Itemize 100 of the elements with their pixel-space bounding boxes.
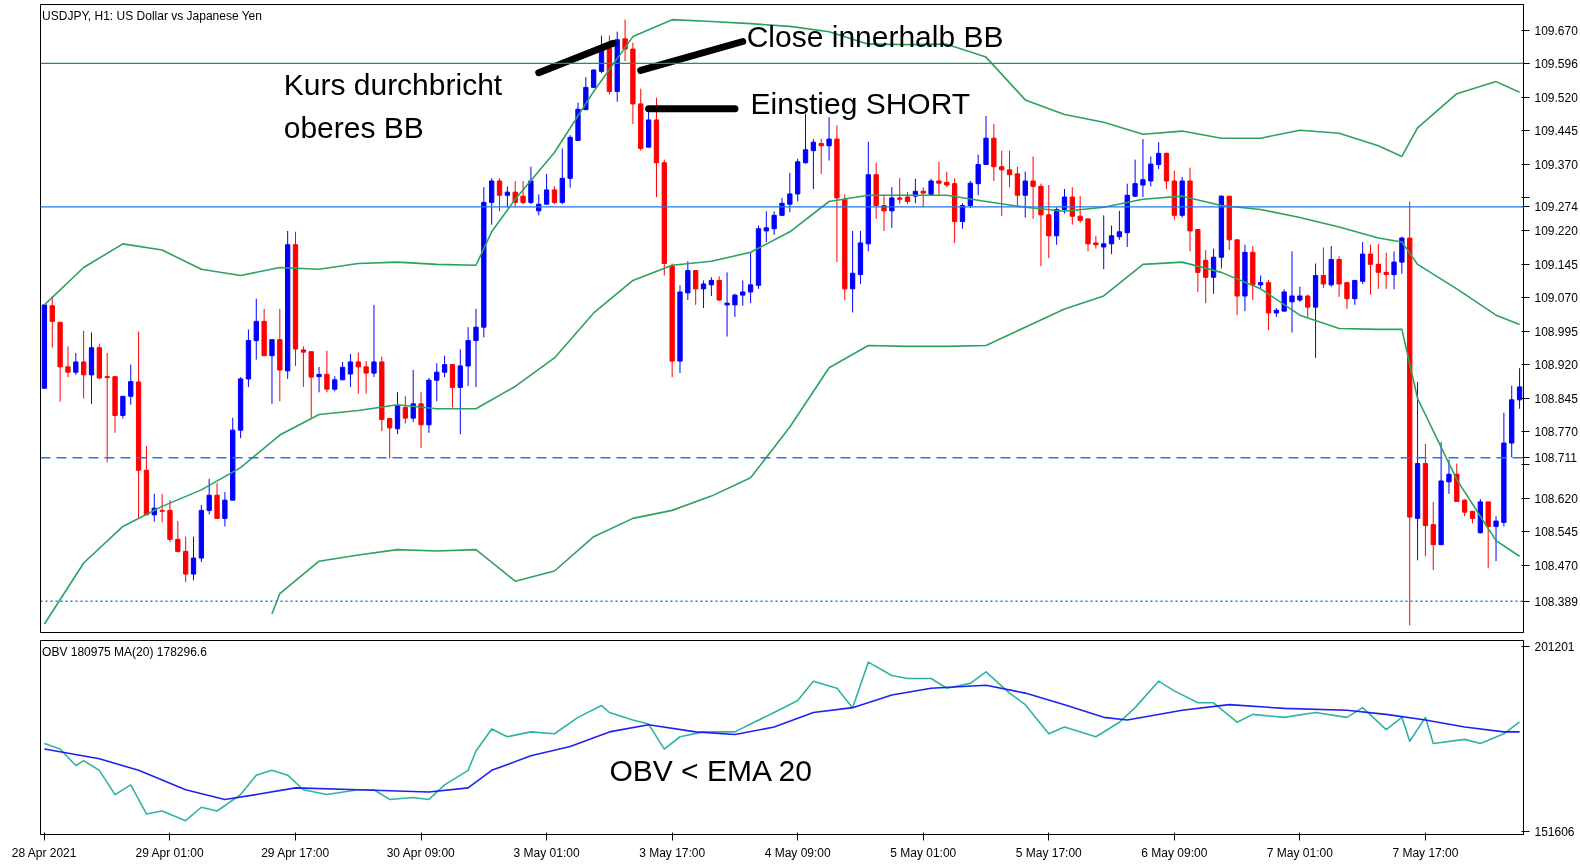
ref-line-label: 108.389 bbox=[1534, 594, 1579, 609]
candlestick bbox=[1375, 243, 1381, 290]
candlestick bbox=[441, 355, 448, 378]
y-tick-label: 108.845 bbox=[1534, 391, 1579, 406]
annotation: oberes BB bbox=[283, 111, 424, 145]
annotation: OBV < EMA 20 bbox=[609, 753, 812, 787]
candlestick bbox=[747, 252, 754, 304]
candlestick bbox=[1006, 150, 1013, 188]
candlestick bbox=[583, 76, 589, 111]
y-tick-label: 109.220 bbox=[1534, 224, 1579, 239]
candlestick bbox=[457, 348, 463, 435]
candlestick bbox=[543, 173, 550, 205]
candlestick bbox=[347, 353, 354, 388]
candlestick bbox=[159, 493, 165, 523]
candlestick bbox=[190, 536, 197, 581]
category-label: 29 Apr 17:00 bbox=[261, 845, 330, 860]
y-tick-label: 108.620 bbox=[1534, 491, 1579, 506]
y-tick-label: 109.070 bbox=[1534, 291, 1579, 306]
annotation: Kurs durchbricht bbox=[283, 68, 503, 102]
y-tick-label: 109.370 bbox=[1534, 157, 1579, 172]
category-label: 3 May 01:00 bbox=[513, 845, 580, 860]
category-label: 4 May 09:00 bbox=[764, 845, 831, 860]
candlestick bbox=[104, 352, 110, 463]
candlestick bbox=[810, 138, 817, 190]
candlestick bbox=[253, 298, 259, 361]
candlestick bbox=[324, 350, 330, 393]
candlestick bbox=[622, 19, 628, 62]
ref-line-label: 108.711 bbox=[1534, 451, 1578, 466]
candlestick bbox=[65, 345, 71, 378]
y-tick-label: 108.920 bbox=[1534, 358, 1579, 373]
candlestick bbox=[528, 166, 534, 205]
candlestick bbox=[1116, 210, 1123, 241]
candlestick bbox=[1289, 250, 1295, 334]
candlestick bbox=[269, 339, 275, 405]
candlestick bbox=[999, 150, 1005, 217]
candlestick bbox=[222, 491, 228, 527]
line-series bbox=[43, 684, 1521, 801]
annotation: Einstieg SHORT bbox=[750, 86, 971, 120]
candlestick bbox=[1132, 159, 1138, 198]
candlestick bbox=[128, 364, 134, 406]
category-label: 6 May 09:00 bbox=[1141, 845, 1208, 860]
candlestick bbox=[693, 270, 699, 306]
candlestick bbox=[1077, 195, 1083, 224]
candlestick bbox=[1101, 214, 1107, 270]
candlestick bbox=[1014, 166, 1021, 208]
candlestick bbox=[316, 366, 322, 393]
candlestick bbox=[1446, 459, 1452, 495]
candlestick bbox=[849, 230, 856, 313]
candlestick bbox=[716, 275, 722, 302]
category-label: 28 Apr 2021 bbox=[11, 845, 77, 860]
candlestick bbox=[410, 369, 416, 423]
candlestick bbox=[175, 520, 181, 554]
y-tick-label: 108.770 bbox=[1534, 424, 1579, 439]
candlestick bbox=[1516, 367, 1523, 410]
line-series bbox=[43, 661, 1521, 822]
candlestick bbox=[496, 177, 503, 212]
candlestick bbox=[402, 395, 409, 424]
candlestick bbox=[1093, 235, 1099, 250]
candlestick bbox=[1430, 501, 1436, 571]
candlestick bbox=[81, 330, 87, 399]
line-series bbox=[43, 194, 1521, 625]
candlestick bbox=[1391, 250, 1397, 290]
category-label: 7 May 17:00 bbox=[1392, 845, 1459, 860]
candlestick bbox=[740, 279, 746, 307]
candlestick bbox=[818, 138, 824, 175]
candlestick bbox=[434, 362, 440, 402]
category-label: 3 May 17:00 bbox=[639, 845, 706, 860]
candlestick bbox=[1148, 155, 1154, 187]
candlestick bbox=[1108, 225, 1115, 255]
candlestick bbox=[787, 172, 793, 213]
candlestick bbox=[489, 177, 495, 226]
candlestick bbox=[387, 418, 393, 459]
ref-line-label: 109.274 bbox=[1534, 200, 1579, 215]
y-tick-label: 108.995 bbox=[1534, 324, 1579, 339]
candlestick bbox=[700, 279, 707, 309]
candlestick bbox=[685, 260, 691, 301]
candlestick bbox=[371, 304, 377, 378]
candlestick bbox=[1320, 246, 1327, 289]
candlestick bbox=[889, 186, 895, 229]
candlestick bbox=[300, 345, 307, 388]
y-tick-label: 109.445 bbox=[1534, 124, 1579, 139]
candlestick bbox=[49, 295, 55, 349]
candlestick bbox=[183, 536, 189, 583]
candlestick bbox=[214, 482, 220, 519]
candlestick bbox=[1203, 249, 1209, 304]
candlestick bbox=[394, 391, 401, 435]
y-tick-label: 109.520 bbox=[1534, 90, 1579, 105]
category-label: 7 May 01:00 bbox=[1266, 845, 1333, 860]
candlestick bbox=[120, 395, 126, 420]
candlestick bbox=[206, 478, 212, 515]
candlestick bbox=[724, 271, 730, 338]
y-tick-label: 108.470 bbox=[1534, 558, 1579, 573]
category-label: 29 Apr 01:00 bbox=[135, 845, 204, 860]
candlestick bbox=[1493, 515, 1499, 562]
candlestick bbox=[1383, 252, 1389, 290]
category-label: 5 May 01:00 bbox=[890, 845, 957, 860]
candlestick bbox=[897, 177, 903, 205]
y-tick-label: 151606 bbox=[1534, 824, 1575, 839]
line-series bbox=[271, 261, 1521, 615]
y-tick-label: 108.545 bbox=[1534, 525, 1579, 540]
